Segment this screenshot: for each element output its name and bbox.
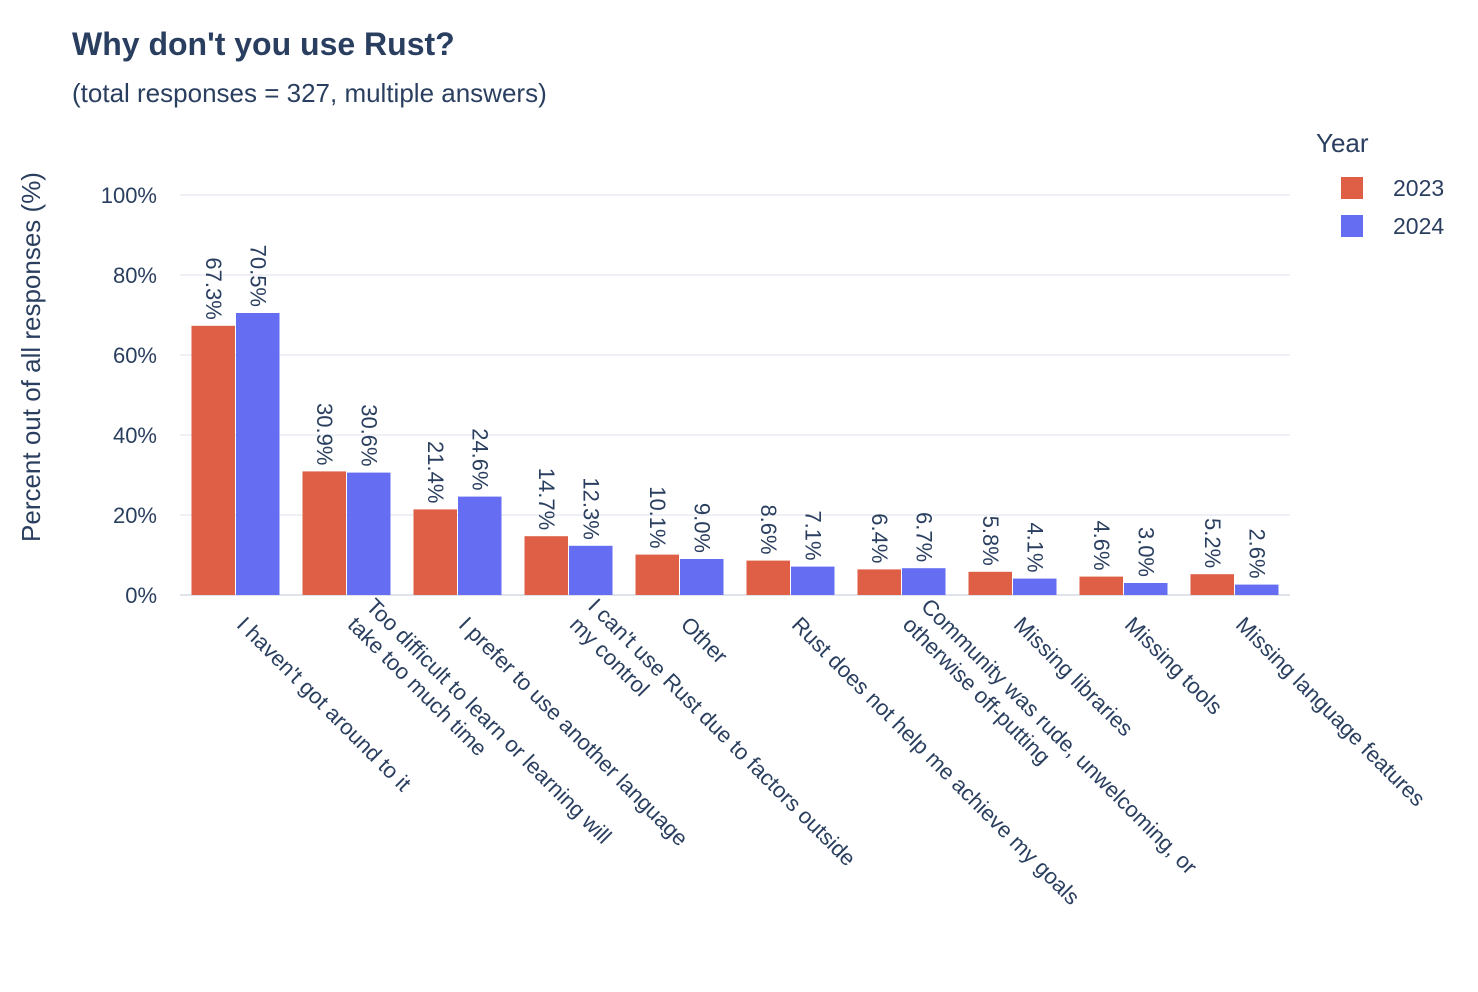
chart-title: Why don't you use Rust? bbox=[72, 26, 455, 62]
bar-2024[interactable] bbox=[236, 313, 280, 595]
bar-2024[interactable] bbox=[791, 566, 835, 595]
bar-2024[interactable] bbox=[902, 568, 946, 595]
y-tick-label: 60% bbox=[113, 343, 157, 368]
bar-2024[interactable] bbox=[1235, 584, 1279, 595]
data-label-2023: 10.1% bbox=[645, 486, 670, 548]
x-tick-label: Missing tools bbox=[1120, 612, 1228, 720]
data-label-2023: 5.2% bbox=[1200, 518, 1225, 568]
y-tick-label: 20% bbox=[113, 503, 157, 528]
bar-2024[interactable] bbox=[569, 545, 613, 595]
bar-2023[interactable] bbox=[524, 536, 569, 595]
y-tick-label: 40% bbox=[113, 423, 157, 448]
data-label-2023: 21.4% bbox=[423, 441, 448, 503]
bar-2023[interactable] bbox=[635, 554, 680, 595]
legend-label-2024: 2024 bbox=[1393, 212, 1445, 239]
data-label-2024: 6.7% bbox=[911, 512, 936, 562]
bar-2023[interactable] bbox=[1079, 576, 1124, 595]
data-label-2023: 30.9% bbox=[312, 403, 337, 465]
data-label-2024: 70.5% bbox=[245, 245, 270, 307]
data-label-2023: 4.6% bbox=[1089, 520, 1114, 570]
data-label-2023: 5.8% bbox=[978, 516, 1003, 566]
bar-2024[interactable] bbox=[458, 496, 502, 595]
grid-lines bbox=[180, 194, 1290, 596]
legend: Year 2023 2024 bbox=[1316, 128, 1444, 245]
y-tick-labels: 0% 20% 40% 60% 80% 100% bbox=[101, 183, 157, 608]
bar-2024[interactable] bbox=[347, 472, 391, 595]
bar-2023[interactable] bbox=[413, 509, 458, 595]
data-label-2024: 4.1% bbox=[1022, 522, 1047, 572]
bar-2023[interactable] bbox=[302, 471, 347, 595]
y-tick-label: 80% bbox=[113, 263, 157, 288]
data-label-2023: 14.7% bbox=[534, 468, 559, 530]
data-label-2024: 12.3% bbox=[578, 477, 603, 539]
bar-2024[interactable] bbox=[1124, 583, 1168, 595]
legend-item-2024[interactable]: 2024 bbox=[1316, 207, 1444, 245]
legend-swatch-2024 bbox=[1341, 215, 1363, 237]
bar-2024[interactable] bbox=[680, 559, 724, 595]
bar-2023[interactable] bbox=[746, 560, 791, 595]
y-tick-label: 100% bbox=[101, 183, 157, 208]
legend-label-2023: 2023 bbox=[1393, 174, 1445, 201]
data-label-2023: 8.6% bbox=[756, 504, 781, 554]
y-axis-title: Percent out of all responses (%) bbox=[16, 172, 46, 542]
x-tick-label: Missing language features bbox=[1231, 612, 1430, 811]
legend-item-2023[interactable]: 2023 bbox=[1316, 169, 1444, 207]
chart-subtitle: (total responses = 327, multiple answers… bbox=[72, 78, 547, 108]
bar-2024[interactable] bbox=[1013, 578, 1057, 595]
data-label-2024: 3.0% bbox=[1133, 527, 1158, 577]
bar-2023[interactable] bbox=[857, 569, 902, 595]
data-label-2023: 67.3% bbox=[201, 257, 226, 319]
data-labels: 67.3% 70.5% 30.9% 30.6% 21.4% 24.6% 14.7% 12.3%… bbox=[201, 245, 1270, 579]
legend-swatch-2023 bbox=[1341, 177, 1363, 199]
legend-title: Year bbox=[1316, 128, 1369, 158]
bar-2023[interactable] bbox=[1190, 574, 1235, 595]
data-label-2024: 2.6% bbox=[1244, 528, 1269, 578]
y-tick-label: 0% bbox=[125, 583, 157, 608]
data-label-2024: 24.6% bbox=[467, 428, 492, 490]
bar-2023[interactable] bbox=[191, 325, 236, 595]
data-label-2024: 30.6% bbox=[356, 404, 381, 466]
data-label-2023: 6.4% bbox=[867, 513, 892, 563]
x-tick-label: Other bbox=[676, 612, 733, 669]
bars bbox=[191, 313, 1279, 595]
data-label-2024: 9.0% bbox=[689, 503, 714, 553]
data-label-2024: 7.1% bbox=[800, 510, 825, 560]
bar-2023[interactable] bbox=[968, 571, 1013, 595]
